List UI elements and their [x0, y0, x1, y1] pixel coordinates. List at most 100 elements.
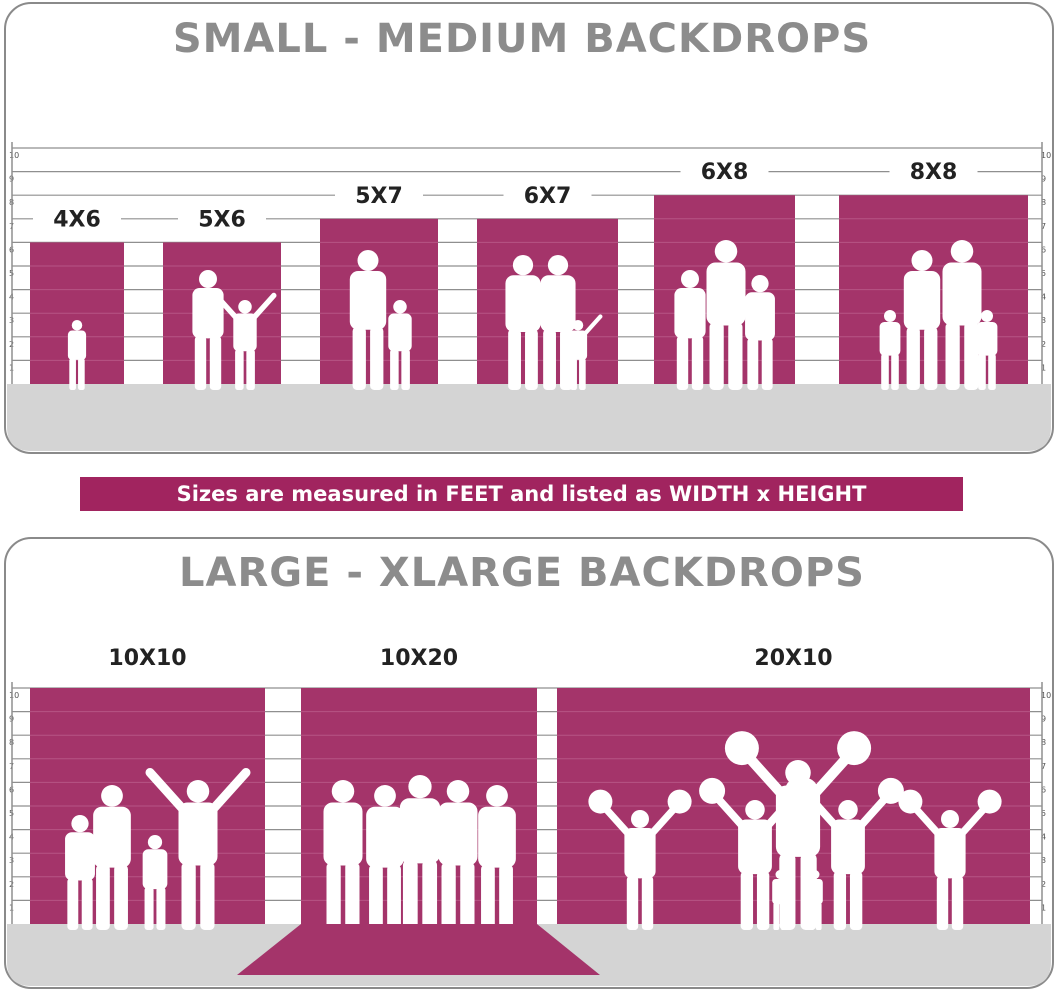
arm-shape: [553, 314, 574, 336]
scale-tick-right: 8: [1041, 738, 1046, 747]
person-silhouette: [903, 250, 941, 390]
top-panel: SMALL - MEDIUM BACKDROPS 112233445566778…: [4, 2, 1054, 454]
leg-shape: [773, 903, 780, 930]
torso-shape: [772, 879, 788, 905]
scale-tick-right: 1: [1041, 903, 1046, 912]
backdrop-label-5x7: 5X7: [355, 184, 403, 209]
scale-tick-right: 4: [1041, 833, 1046, 842]
torso-shape: [93, 806, 131, 868]
leg-shape: [951, 876, 964, 930]
leg-shape: [570, 358, 577, 390]
torso-shape: [807, 879, 823, 905]
leg-shape: [978, 354, 986, 390]
person-silhouette: [323, 780, 363, 930]
scale-tick-right: 1: [1041, 363, 1046, 372]
leg-shape: [945, 322, 960, 390]
leg-shape: [96, 864, 110, 930]
label-background: [178, 204, 266, 235]
backdrop-label-8x8: 8X8: [910, 160, 958, 185]
leg-shape: [740, 871, 754, 930]
person-silhouette: [67, 320, 87, 390]
arm-shape: [208, 768, 251, 814]
torso-shape: [366, 806, 404, 868]
leg-shape: [756, 871, 770, 930]
scale-tick-left: 10: [9, 151, 19, 160]
leg-shape: [579, 358, 586, 390]
scale-tick-right: 7: [1041, 222, 1046, 231]
leg-shape: [114, 864, 128, 930]
torso-shape: [738, 819, 772, 875]
pompom-shape: [877, 777, 904, 804]
head-shape: [331, 780, 355, 803]
leg-shape: [181, 862, 196, 930]
scale-tick-right: 10: [1041, 151, 1051, 160]
leg-shape: [815, 903, 822, 930]
head-shape: [199, 270, 217, 288]
head-shape: [681, 270, 699, 288]
leg-shape: [326, 862, 341, 930]
person-silhouette: [213, 292, 277, 390]
head-shape: [838, 800, 858, 820]
person-silhouette: [706, 240, 746, 390]
torso-shape: [388, 313, 412, 352]
torso-shape: [674, 288, 706, 339]
torso-shape: [879, 322, 901, 356]
leg-shape: [401, 349, 410, 390]
person-silhouette: [93, 785, 131, 930]
arm-shape: [582, 314, 603, 336]
leg-shape: [144, 887, 154, 930]
person-silhouette: [478, 785, 516, 930]
label-background: [335, 180, 423, 211]
pompom-shape: [792, 777, 819, 804]
person-silhouette: [553, 314, 603, 390]
leg-shape: [78, 358, 85, 390]
leg-shape: [709, 322, 724, 390]
leg-shape: [543, 329, 556, 390]
head-shape: [911, 250, 933, 271]
arm-shape: [145, 768, 188, 814]
leg-shape: [369, 864, 383, 930]
person-silhouette: [540, 255, 576, 390]
pompom-shape: [898, 789, 923, 814]
leg-shape: [728, 322, 743, 390]
leg-shape: [988, 354, 996, 390]
scale-tick-right: 4: [1041, 293, 1046, 302]
floor: [7, 384, 1051, 451]
scale-tick-right: 5: [1041, 269, 1046, 278]
leg-shape: [906, 327, 920, 390]
head-shape: [101, 785, 123, 807]
torso-shape: [624, 828, 656, 879]
leg-shape: [81, 878, 93, 930]
scale-tick-left: 10: [9, 691, 19, 700]
person-silhouette: [588, 789, 692, 930]
label-background: [889, 157, 978, 188]
bottom-panel-title: LARGE - XLARGE BACKDROPS: [179, 550, 865, 596]
pompom-shape: [977, 789, 1002, 814]
leg-shape: [747, 338, 759, 390]
head-shape: [71, 815, 89, 833]
scale-tick-right: 9: [1041, 175, 1046, 184]
torso-shape: [349, 271, 387, 330]
torso-shape: [505, 275, 541, 332]
head-shape: [950, 240, 974, 263]
backdrop-label-6x7: 6X7: [524, 184, 572, 209]
scale-tick-right: 9: [1041, 715, 1046, 724]
head-shape: [981, 310, 993, 322]
torso-shape: [67, 330, 87, 360]
person-silhouette: [879, 310, 901, 390]
scale-tick-right: 8: [1041, 198, 1046, 207]
head-shape: [745, 800, 765, 820]
person-silhouette: [976, 310, 998, 390]
torso-shape: [903, 271, 941, 330]
leg-shape: [441, 862, 456, 930]
leg-shape: [246, 349, 255, 390]
head-shape: [393, 300, 407, 314]
scale-tick-right: 2: [1041, 880, 1046, 889]
person-silhouette: [674, 270, 706, 390]
pompom-shape: [667, 789, 692, 814]
scale-tick-right: 6: [1041, 245, 1046, 254]
leg-shape: [508, 329, 521, 390]
leg-shape: [626, 876, 639, 930]
backdrop-label-5x6: 5X6: [198, 207, 246, 232]
person-silhouette: [942, 240, 982, 390]
